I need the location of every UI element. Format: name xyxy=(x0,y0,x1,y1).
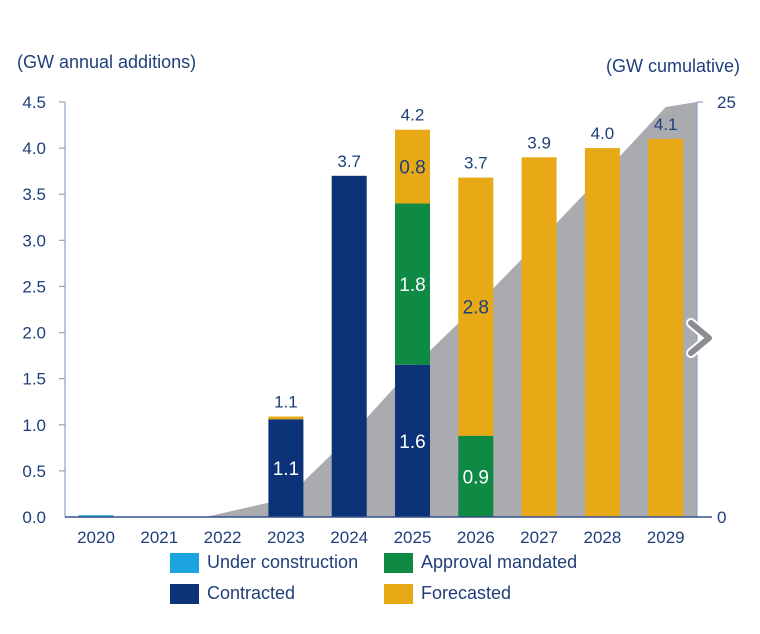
x-tick-label: 2024 xyxy=(330,528,368,547)
x-tick-label: 2020 xyxy=(77,528,115,547)
y-tick-label: 0.5 xyxy=(22,462,46,481)
x-tick-label: 2028 xyxy=(583,528,621,547)
bar-contracted-2025 xyxy=(395,364,430,517)
y-tick-label: 1.5 xyxy=(22,370,46,389)
bar-contracted-2024 xyxy=(331,175,367,518)
cumulative-area xyxy=(205,102,697,517)
legend-swatch-approval-mandated xyxy=(384,552,413,573)
y-tick-label: 3.0 xyxy=(22,231,46,250)
legend-item-approval-mandated: Approval mandated xyxy=(384,552,577,573)
segment-label: 0.9 xyxy=(463,467,489,488)
legend-item-contracted: Contracted xyxy=(170,583,295,604)
y2-tick-label: 25 xyxy=(717,93,736,112)
bar-forecasted-2026 xyxy=(458,177,494,436)
y-tick-label: 2.0 xyxy=(22,324,46,343)
legend-swatch-contracted xyxy=(170,583,199,604)
legend-label: Forecasted xyxy=(421,583,512,603)
total-label-2027: 3.9 xyxy=(527,133,551,152)
legend-label: Under construction xyxy=(207,552,359,572)
bar-contracted-2023 xyxy=(268,419,304,517)
segment-label: 1.6 xyxy=(399,432,425,453)
total-label-2024: 3.7 xyxy=(337,152,361,171)
total-label-2025: 4.2 xyxy=(401,106,425,125)
x-tick-label: 2023 xyxy=(267,528,305,547)
legend-label: Approval mandated xyxy=(421,552,578,572)
y2-tick-label: 0 xyxy=(717,508,726,527)
total-label-2028: 4.0 xyxy=(591,124,615,143)
bar-approval-mandated-2026 xyxy=(458,435,494,517)
bar-forecasted-2029 xyxy=(648,138,684,517)
y-tick-label: 4.5 xyxy=(22,93,46,112)
segment-label: 1.1 xyxy=(273,459,299,480)
y-tick-label: 1.0 xyxy=(22,416,46,435)
legend-label: Contracted xyxy=(207,583,296,603)
bar-forecasted-2027 xyxy=(521,157,557,518)
bar-approval-mandated-2025 xyxy=(395,203,430,365)
segment-label: 0.8 xyxy=(399,158,425,179)
right-axis-title: (GW cumulative) xyxy=(606,56,740,76)
x-tick-label: 2026 xyxy=(457,528,495,547)
total-label-2026: 3.7 xyxy=(464,154,488,173)
chevron-right-icon[interactable] xyxy=(686,318,714,358)
total-label-2029: 4.1 xyxy=(654,115,678,134)
legend-item-under-construction: Under construction xyxy=(170,552,358,573)
bar-forecasted-2028 xyxy=(584,148,620,517)
segment-label: 2.8 xyxy=(463,298,489,319)
bar-forecasted-2023 xyxy=(268,416,304,420)
left-axis-title: (GW annual additions) xyxy=(17,52,196,72)
axes-layer xyxy=(59,101,712,518)
x-tick-label: 2025 xyxy=(394,528,432,547)
legend-item-forecasted: Forecasted xyxy=(384,583,511,604)
x-tick-label: 2027 xyxy=(520,528,558,547)
y-tick-label: 4.0 xyxy=(22,139,46,158)
x-tick-label: 2022 xyxy=(204,528,242,547)
x-tick-label: 2029 xyxy=(647,528,685,547)
legend: Under construction Approval mandated Con… xyxy=(170,552,610,616)
x-tick-label: 2021 xyxy=(140,528,178,547)
legend-swatch-under-construction xyxy=(170,552,199,573)
legend-swatch-forecasted xyxy=(384,583,413,604)
total-label-2023: 1.1 xyxy=(274,392,298,411)
bar-forecasted-2025 xyxy=(395,129,430,204)
y-tick-label: 0.0 xyxy=(22,508,46,527)
segment-label: 1.8 xyxy=(399,275,425,296)
y-tick-label: 2.5 xyxy=(22,277,46,296)
labels-layer: 0.0 0.5 1.0 1.5 2.0 2.5 3.0 3.5 4.0 4.5 0 25 2020 202… xyxy=(22,93,736,547)
bars-layer xyxy=(78,129,684,518)
y-tick-label: 3.5 xyxy=(22,185,46,204)
bar-under-construction-2020 xyxy=(78,515,114,517)
cumulative-area-layer xyxy=(205,102,697,517)
